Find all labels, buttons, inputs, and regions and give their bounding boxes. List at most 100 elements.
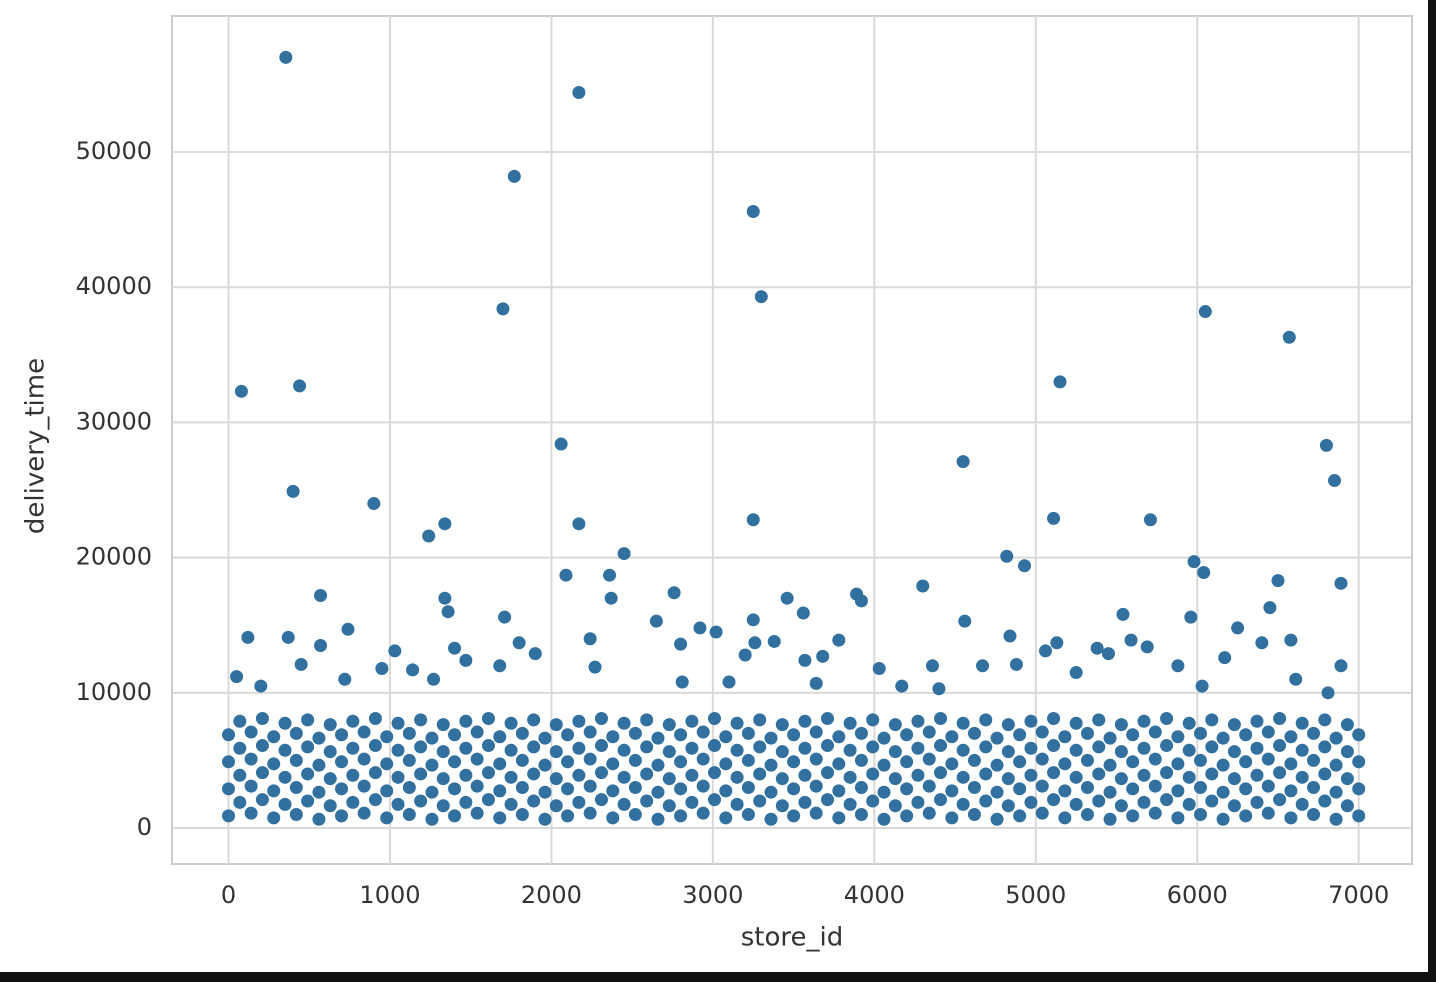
point (368, 712, 382, 726)
point (515, 753, 529, 767)
point (617, 743, 631, 757)
point (1329, 731, 1343, 745)
plot-frame (171, 15, 1413, 865)
point (1080, 753, 1094, 767)
point (481, 793, 495, 807)
point (504, 797, 518, 811)
point (1047, 712, 1061, 726)
point (1216, 731, 1230, 745)
point (289, 726, 303, 740)
point (255, 766, 269, 780)
point (1205, 740, 1219, 754)
point (289, 753, 303, 767)
x-tick-label: 5000 (1005, 881, 1066, 909)
point (481, 739, 495, 753)
point (1307, 753, 1321, 767)
point (1035, 806, 1049, 820)
point (1069, 743, 1083, 757)
point (1047, 511, 1061, 525)
point (888, 772, 902, 786)
point (696, 752, 710, 766)
point (402, 808, 416, 822)
x-axis-label: store_id (741, 923, 844, 953)
point (854, 808, 868, 822)
point (1038, 644, 1052, 658)
point (753, 713, 767, 727)
point (496, 302, 510, 316)
y-tick-label: 0 (137, 813, 152, 841)
point (549, 745, 563, 759)
point (722, 675, 736, 689)
point (527, 740, 541, 754)
point (1340, 718, 1354, 732)
point (241, 630, 255, 644)
point (640, 713, 654, 727)
point (854, 594, 868, 608)
point (888, 718, 902, 732)
point (925, 659, 939, 673)
point (1329, 758, 1343, 772)
point (1114, 718, 1128, 732)
point (549, 718, 563, 732)
point (798, 768, 812, 782)
point (357, 725, 371, 739)
point (832, 784, 846, 798)
point (979, 740, 993, 754)
point (1024, 741, 1038, 755)
point (877, 731, 891, 745)
point (640, 740, 654, 754)
point (764, 785, 778, 799)
point (1171, 757, 1185, 771)
point (1047, 766, 1061, 780)
point (916, 579, 930, 593)
point (438, 591, 452, 605)
point (809, 676, 823, 690)
point (628, 780, 642, 794)
point (1205, 767, 1219, 781)
point (674, 637, 688, 651)
point (821, 712, 835, 726)
point (1143, 513, 1157, 527)
point (900, 755, 914, 769)
point (1261, 806, 1275, 820)
point (357, 779, 371, 793)
point (1205, 794, 1219, 808)
point (1289, 672, 1303, 686)
point (719, 757, 733, 771)
point (391, 797, 405, 811)
point (561, 755, 575, 769)
point (667, 586, 681, 600)
point (368, 739, 382, 753)
point (895, 679, 909, 693)
point (1282, 330, 1296, 344)
point (1193, 753, 1207, 767)
point (651, 758, 665, 772)
point (459, 714, 473, 728)
point (301, 794, 315, 808)
point (233, 741, 247, 755)
point (956, 743, 970, 757)
point (583, 725, 597, 739)
point (1000, 549, 1014, 563)
point (640, 767, 654, 781)
point (1160, 793, 1174, 807)
point (255, 712, 269, 726)
point (301, 713, 315, 727)
point (1307, 780, 1321, 794)
point (979, 767, 993, 781)
point (425, 731, 439, 745)
point (414, 794, 428, 808)
point (832, 757, 846, 771)
point (515, 808, 529, 822)
point (1193, 780, 1207, 794)
point (979, 794, 993, 808)
point (538, 812, 552, 826)
point (1148, 725, 1162, 739)
point (708, 793, 721, 807)
point (764, 758, 778, 772)
point (1216, 758, 1230, 772)
point (402, 780, 416, 794)
point (561, 728, 575, 742)
point (1035, 752, 1049, 766)
